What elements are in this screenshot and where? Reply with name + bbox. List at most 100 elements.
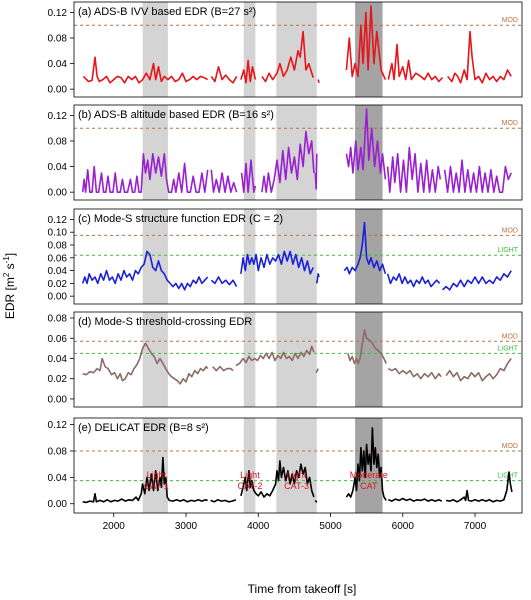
threshold-label-light: LIGHT: [497, 247, 518, 254]
panel-4: MOD LIGHT 0.00 0.02 0.04 0.06 0.08 (d) Mode-S t…: [48, 311, 523, 408]
series-line: [443, 159, 512, 193]
series-line: [210, 66, 238, 84]
event-label: Light: [147, 470, 167, 480]
y-tick-label: 0.00: [48, 292, 68, 303]
event-label: CAT-1: [144, 481, 169, 491]
series-line: [261, 130, 315, 193]
shaded-region: [355, 209, 383, 304]
y-tick-label: 0.00: [48, 85, 68, 96]
x-tick-label: 6000: [392, 521, 415, 532]
y-tick-label: 0.08: [48, 33, 68, 44]
series-line: [82, 342, 209, 385]
series-line: [343, 221, 387, 275]
series-line: [345, 5, 387, 80]
threshold-label-mod: MOD: [502, 120, 518, 127]
y-tick-label: 0.06: [48, 253, 68, 264]
series-line: [446, 30, 512, 84]
series-line: [240, 250, 314, 275]
y-axis-label: EDR [m2 s-1]: [2, 253, 17, 319]
x-tick-label: 3000: [175, 521, 198, 532]
y-tick-label: 0.12: [48, 111, 68, 122]
shaded-region: [276, 2, 317, 97]
y-tick-label: 0.00: [48, 499, 68, 510]
shaded-region: [276, 312, 317, 407]
y-tick-label: 0.02: [48, 279, 68, 290]
series-line: [441, 270, 512, 291]
y-tick-label: 0.08: [48, 447, 68, 458]
panel-3: MOD LIGHT 0.00 0.02 0.04 0.06 0.080.10 0.12 (c) …: [48, 208, 523, 305]
series-line: [317, 79, 320, 83]
panel-2: MOD 0.00 0.04 0.08 0.12 (b) ADS-B altitude ba…: [48, 104, 523, 201]
series-line: [81, 250, 209, 291]
series-line: [445, 471, 513, 503]
shaded-region: [243, 312, 256, 407]
series-line: [82, 456, 208, 504]
panel-frame: [73, 104, 523, 201]
threshold-label-mod: MOD: [502, 17, 518, 24]
series-line: [386, 273, 441, 288]
series-line: [347, 329, 387, 365]
series-line: [235, 345, 315, 367]
y-tick-label: 0.02: [48, 374, 68, 385]
series-line: [387, 43, 444, 83]
panel-frame: [73, 417, 523, 514]
x-tick-label: 4000: [247, 521, 270, 532]
y-tick-label: 0.12: [48, 420, 68, 431]
series-line: [212, 365, 234, 372]
x-tick-label: 2000: [103, 521, 126, 532]
panel-1: MOD 0.00 0.04 0.08 0.12 (a) ADS-B IVV based E…: [48, 1, 523, 98]
threshold-label-light: LIGHT: [497, 345, 518, 352]
shaded-region: [276, 418, 317, 513]
y-tick-label: 0.04: [48, 354, 68, 365]
shaded-region: [243, 105, 256, 200]
series-line: [81, 153, 209, 193]
threshold-label-mod: MOD: [502, 443, 518, 450]
y-tick-label: 0.10: [48, 228, 68, 239]
series-line: [345, 427, 387, 501]
panel-frame: [73, 311, 523, 408]
panel-title: (d) Mode-S threshold-crossing EDR: [78, 316, 252, 328]
panels-root: MOD 0.00 0.04 0.08 0.12 (a) ADS-B IVV based E…: [48, 1, 523, 532]
y-tick-label: 0.00: [48, 188, 68, 199]
panel-frame: [73, 1, 523, 98]
series-line: [210, 499, 237, 503]
shaded-region: [142, 2, 168, 97]
panel-title: (e) DELICAT EDR (B=8 s²): [78, 422, 209, 434]
shaded-region: [243, 2, 256, 97]
event-label: Light: [240, 470, 260, 480]
y-tick-label: 0.08: [48, 240, 68, 251]
panel-title: (a) ADS-B IVV based EDR (B=27 s²): [78, 6, 256, 18]
y-tick-label: 0.08: [48, 314, 68, 325]
y-tick-label: 0.12: [48, 8, 68, 19]
series-line: [388, 497, 443, 502]
y-tick-label: 0.04: [48, 162, 68, 173]
threshold-label-mod: MOD: [502, 227, 518, 234]
y-tick-label: 0.06: [48, 334, 68, 345]
y-tick-label: 0.04: [48, 473, 68, 484]
series-line: [314, 499, 318, 503]
panel-frame: [73, 208, 523, 305]
panel-title: (b) ADS-B altitude based EDR (B=16 s²): [78, 109, 274, 121]
series-line: [314, 153, 318, 190]
series-line: [82, 56, 209, 84]
event-label: CAT-3: [284, 481, 309, 491]
x-axis-label: Time from takeoff [s]: [248, 582, 357, 596]
threshold-label-mod: MOD: [502, 333, 518, 340]
series-line: [316, 273, 320, 284]
y-tick-label: 0.04: [48, 266, 68, 277]
y-tick-label: 0.12: [48, 215, 68, 226]
event-label: Moderate: [350, 470, 388, 480]
series-line: [345, 108, 387, 180]
shaded-region: [243, 209, 256, 304]
shaded-region: [142, 105, 168, 200]
x-tick-label: 5000: [319, 521, 342, 532]
event-label: CAT-2: [238, 481, 263, 491]
series-line: [240, 460, 315, 498]
series-line: [387, 367, 442, 380]
series-line: [315, 368, 319, 374]
y-tick-label: 0.08: [48, 136, 68, 147]
series-line: [261, 30, 314, 83]
series-line: [240, 59, 257, 84]
panel-title: (c) Mode-S structure function EDR (C = 2…: [78, 213, 283, 225]
